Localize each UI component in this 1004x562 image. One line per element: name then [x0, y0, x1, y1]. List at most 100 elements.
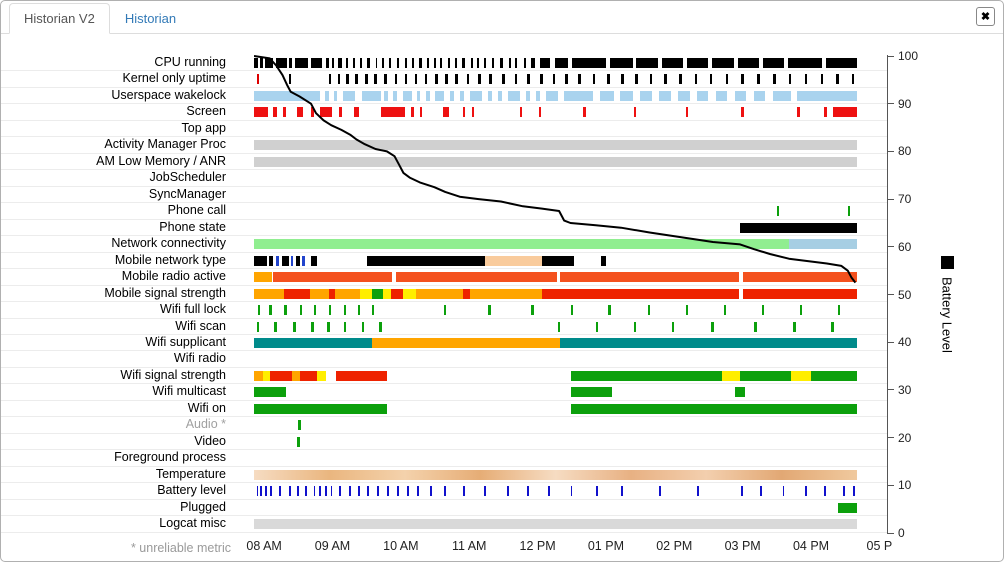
timeline-segment[interactable] [852, 486, 855, 497]
timeline-segment[interactable] [254, 469, 857, 480]
timeline-segment[interactable] [599, 90, 614, 101]
timeline-segment[interactable] [403, 90, 413, 101]
timeline-segment[interactable] [394, 74, 398, 85]
timeline-segment[interactable] [291, 370, 300, 381]
timeline-segment[interactable] [302, 255, 305, 266]
timeline-segment[interactable] [647, 305, 651, 316]
timeline-segment[interactable] [508, 90, 520, 101]
timeline-segment[interactable] [572, 58, 606, 68]
timeline-segment[interactable] [404, 58, 407, 68]
timeline-segment[interactable] [570, 305, 574, 316]
timeline-segment[interactable] [313, 305, 317, 316]
timeline-segment[interactable] [297, 107, 304, 118]
timeline-segment[interactable] [288, 486, 291, 497]
row-track[interactable] [254, 516, 887, 531]
timeline-segment[interactable] [304, 486, 307, 497]
timeline-segment[interactable] [361, 321, 365, 332]
timeline-segment[interactable] [485, 255, 542, 266]
timeline-segment[interactable] [723, 305, 727, 316]
timeline-segment[interactable] [397, 486, 399, 497]
timeline-segment[interactable] [274, 321, 277, 332]
timeline-segment[interactable] [288, 74, 292, 85]
row-track[interactable] [254, 417, 887, 432]
timeline-segment[interactable] [455, 58, 458, 68]
timeline-segment[interactable] [820, 74, 824, 85]
timeline-segment[interactable] [757, 74, 760, 85]
timeline-segment[interactable] [336, 370, 387, 381]
row-track[interactable] [254, 351, 887, 366]
timeline-segment[interactable] [697, 90, 709, 101]
timeline-segment[interactable] [489, 74, 492, 85]
timeline-segment[interactable] [502, 74, 505, 85]
timeline-segment[interactable] [538, 107, 542, 118]
timeline-segment[interactable] [366, 58, 371, 68]
timeline-segment[interactable] [342, 90, 356, 101]
timeline-segment[interactable] [310, 255, 318, 266]
timeline-segment[interactable] [416, 288, 463, 299]
row-track[interactable] [254, 500, 887, 515]
timeline-segment[interactable] [284, 288, 310, 299]
timeline-segment[interactable] [257, 305, 261, 316]
timeline-segment[interactable] [265, 58, 273, 68]
timeline-segment[interactable] [592, 74, 596, 85]
timeline-segment[interactable] [471, 58, 473, 68]
timeline-segment[interactable] [348, 486, 351, 497]
timeline-segment[interactable] [531, 58, 536, 68]
timeline-segment[interactable] [608, 305, 611, 316]
timeline-segment[interactable] [328, 74, 332, 85]
timeline-segment[interactable] [283, 107, 286, 118]
timeline-segment[interactable] [722, 370, 741, 381]
timeline-segment[interactable] [256, 321, 260, 332]
timeline-segment[interactable] [254, 337, 372, 348]
timeline-segment[interactable] [275, 58, 287, 68]
timeline-segment[interactable] [455, 74, 458, 85]
timeline-segment[interactable] [560, 337, 857, 348]
row-track[interactable] [254, 220, 887, 235]
timeline-segment[interactable] [346, 58, 349, 68]
timeline-segment[interactable] [826, 58, 857, 68]
timeline-segment[interactable] [462, 107, 466, 118]
timeline-segment[interactable] [390, 288, 404, 299]
timeline-segment[interactable] [471, 107, 475, 118]
timeline-segment[interactable] [298, 420, 301, 431]
timeline-segment[interactable] [847, 206, 851, 217]
timeline-segment[interactable] [679, 74, 682, 85]
timeline-segment[interactable] [371, 305, 375, 316]
timeline-segment[interactable] [443, 305, 447, 316]
timeline-segment[interactable] [254, 387, 286, 398]
timeline-segment[interactable] [555, 58, 568, 68]
timeline-segment[interactable] [466, 74, 470, 85]
row-track[interactable] [254, 88, 887, 103]
timeline-segment[interactable] [339, 486, 342, 497]
timeline-segment[interactable] [526, 90, 530, 101]
timeline-segment[interactable] [442, 107, 449, 118]
timeline-segment[interactable] [335, 288, 361, 299]
timeline-segment[interactable] [837, 502, 857, 513]
row-track[interactable] [254, 269, 887, 284]
row-track[interactable] [254, 253, 887, 268]
timeline-segment[interactable] [443, 486, 446, 497]
timeline-segment[interactable] [328, 305, 332, 316]
timeline-segment[interactable] [366, 255, 486, 266]
timeline-segment[interactable] [832, 107, 857, 118]
timeline-segment[interactable] [254, 239, 789, 250]
timeline-segment[interactable] [327, 321, 330, 332]
timeline-segment[interactable] [337, 74, 341, 85]
timeline-segment[interactable] [685, 107, 689, 118]
timeline-segment[interactable] [636, 58, 658, 68]
timeline-segment[interactable] [403, 288, 417, 299]
timeline-segment[interactable] [410, 107, 414, 118]
timeline-segment[interactable] [461, 58, 466, 68]
timeline-segment[interactable] [788, 74, 792, 85]
timeline-segment[interactable] [355, 74, 358, 85]
timeline-segment[interactable] [678, 90, 690, 101]
timeline-segment[interactable] [424, 74, 428, 85]
timeline-segment[interactable] [310, 321, 314, 332]
timeline-segment[interactable] [773, 90, 791, 101]
timeline-segment[interactable] [450, 90, 455, 101]
timeline-segment[interactable] [309, 288, 329, 299]
timeline-segment[interactable] [711, 321, 714, 332]
timeline-segment[interactable] [570, 403, 857, 414]
timeline-segment[interactable] [290, 255, 294, 266]
timeline-segment[interactable] [519, 107, 523, 118]
